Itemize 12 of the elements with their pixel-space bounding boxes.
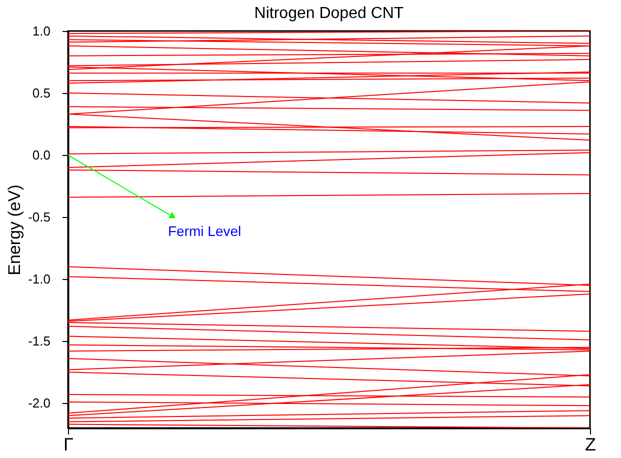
y-tick-label: 0.0 [32,148,50,163]
y-tick-label: -1.5 [28,334,50,349]
y-tick-label: 1.0 [32,24,50,38]
x-tick-label: Z [585,434,596,454]
y-tick-label: 0.5 [32,86,50,101]
x-tick-label: Γ [64,434,74,454]
chart-title: Nitrogen Doped CNT [254,5,404,22]
annotation: Fermi Level [168,223,242,240]
y-axis-title: Energy (eV) [5,184,24,276]
y-tick-label: -1.0 [28,272,50,287]
y-tick-label: -0.5 [28,210,50,225]
y-tick-label: -2.0 [28,396,50,411]
